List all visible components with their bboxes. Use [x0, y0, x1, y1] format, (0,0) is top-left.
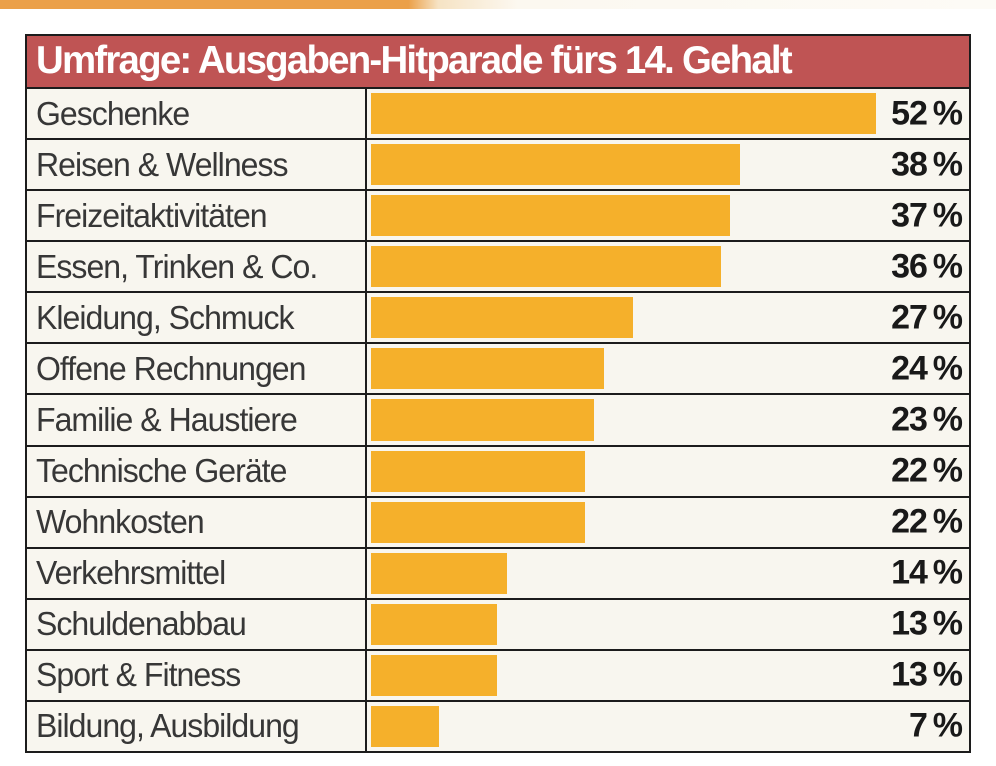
- bar: [371, 348, 605, 390]
- category-label: Kleidung, Schmuck: [36, 298, 294, 336]
- percent-label: 38 %: [891, 145, 963, 184]
- bar-cell: 38 %: [367, 140, 969, 189]
- percent-label: 13 %: [891, 604, 963, 643]
- chart-row: Verkehrsmittel 14 %: [27, 546, 969, 598]
- chart-row: Technische Geräte 22 %: [27, 444, 969, 496]
- bar-cell: 22 %: [367, 498, 969, 547]
- category-label: Bildung, Ausbildung: [36, 707, 300, 745]
- category-label: Reisen & Wellness: [36, 145, 289, 183]
- percent-label: 37 %: [891, 196, 963, 235]
- bar: [371, 93, 876, 135]
- chart-row: Reisen & Wellness 38 %: [27, 138, 969, 190]
- chart-title: Umfrage: Ausgaben-Hitparade fürs 14. Geh…: [36, 38, 793, 82]
- bar: [371, 552, 507, 594]
- bar: [371, 705, 439, 748]
- chart-row: Sport & Fitness 13 %: [27, 648, 969, 700]
- category-label: Freizeitaktivitäten: [36, 196, 268, 234]
- bar: [371, 654, 498, 696]
- category-cell: Verkehrsmittel: [27, 548, 367, 598]
- bar-cell: 23 %: [367, 395, 969, 444]
- category-cell: Offene Rechnungen: [27, 344, 367, 394]
- bar: [371, 399, 595, 441]
- bar: [371, 297, 634, 339]
- percent-label: 23 %: [891, 400, 963, 439]
- bar-cell: 7 %: [367, 702, 969, 751]
- chart-row: Wohnkosten 22 %: [27, 495, 969, 547]
- chart-row: Offene Rechnungen 24 %: [27, 342, 969, 394]
- chart-row: Kleidung, Schmuck 27 %: [27, 291, 969, 343]
- chart-rows: Geschenke 52 % Reisen & Wellness 38 % Fr…: [27, 89, 969, 752]
- chart-row: Geschenke 52 %: [27, 89, 969, 139]
- category-cell: Bildung, Ausbildung: [27, 701, 367, 752]
- percent-label: 13 %: [891, 655, 963, 694]
- category-label: Essen, Trinken & Co.: [36, 247, 318, 285]
- chart-title-bar: Umfrage: Ausgaben-Hitparade fürs 14. Geh…: [27, 36, 969, 89]
- chart-row: Bildung, Ausbildung 7 %: [27, 699, 969, 752]
- chart-row: Schuldenabbau 13 %: [27, 597, 969, 649]
- bar: [371, 144, 740, 186]
- chart-row: Familie & Haustiere 23 %: [27, 393, 969, 445]
- percent-label: 24 %: [891, 349, 963, 388]
- percent-label: 27 %: [891, 298, 963, 337]
- percent-label: 14 %: [891, 553, 963, 592]
- bar-cell: 36 %: [367, 242, 969, 291]
- category-label: Technische Geräte: [36, 452, 287, 490]
- bar-cell: 24 %: [367, 344, 969, 393]
- percent-label: 22 %: [891, 502, 963, 541]
- bar-cell: 52 %: [367, 89, 969, 138]
- category-cell: Schuldenabbau: [27, 599, 367, 649]
- percent-label: 22 %: [891, 451, 963, 490]
- category-cell: Wohnkosten: [27, 497, 367, 547]
- category-label: Wohnkosten: [36, 503, 205, 541]
- bar-cell: 13 %: [367, 651, 969, 700]
- bar: [371, 603, 498, 645]
- category-label: Schuldenabbau: [36, 605, 247, 643]
- chart-row: Freizeitaktivitäten 37 %: [27, 189, 969, 241]
- category-label: Familie & Haustiere: [36, 401, 298, 438]
- bar-chart-table: Umfrage: Ausgaben-Hitparade fürs 14. Geh…: [25, 34, 971, 753]
- bar: [371, 246, 721, 288]
- bar: [371, 195, 731, 237]
- bar-cell: 22 %: [367, 447, 969, 496]
- category-cell: Reisen & Wellness: [27, 140, 367, 190]
- category-label: Offene Rechnungen: [36, 349, 306, 387]
- bar: [371, 501, 585, 543]
- bar: [371, 450, 585, 492]
- category-cell: Essen, Trinken & Co.: [27, 242, 367, 292]
- percent-label: 7 %: [909, 706, 963, 745]
- category-label: Geschenke: [36, 94, 190, 132]
- category-label: Sport & Fitness: [36, 656, 241, 694]
- category-cell: Technische Geräte: [27, 446, 367, 496]
- top-decorative-strip: [0, 0, 996, 9]
- bar-cell: 14 %: [367, 549, 969, 598]
- bar-cell: 37 %: [367, 191, 969, 240]
- category-cell: Freizeitaktivitäten: [27, 191, 367, 241]
- category-cell: Geschenke: [27, 89, 367, 139]
- category-cell: Sport & Fitness: [27, 650, 367, 700]
- category-cell: Kleidung, Schmuck: [27, 293, 367, 343]
- bar-cell: 13 %: [367, 600, 969, 649]
- category-label: Verkehrsmittel: [36, 554, 226, 592]
- chart-row: Essen, Trinken & Co. 36 %: [27, 240, 969, 292]
- percent-label: 52 %: [891, 94, 963, 133]
- category-cell: Familie & Haustiere: [27, 395, 367, 445]
- percent-label: 36 %: [891, 247, 963, 286]
- bar-cell: 27 %: [367, 293, 969, 342]
